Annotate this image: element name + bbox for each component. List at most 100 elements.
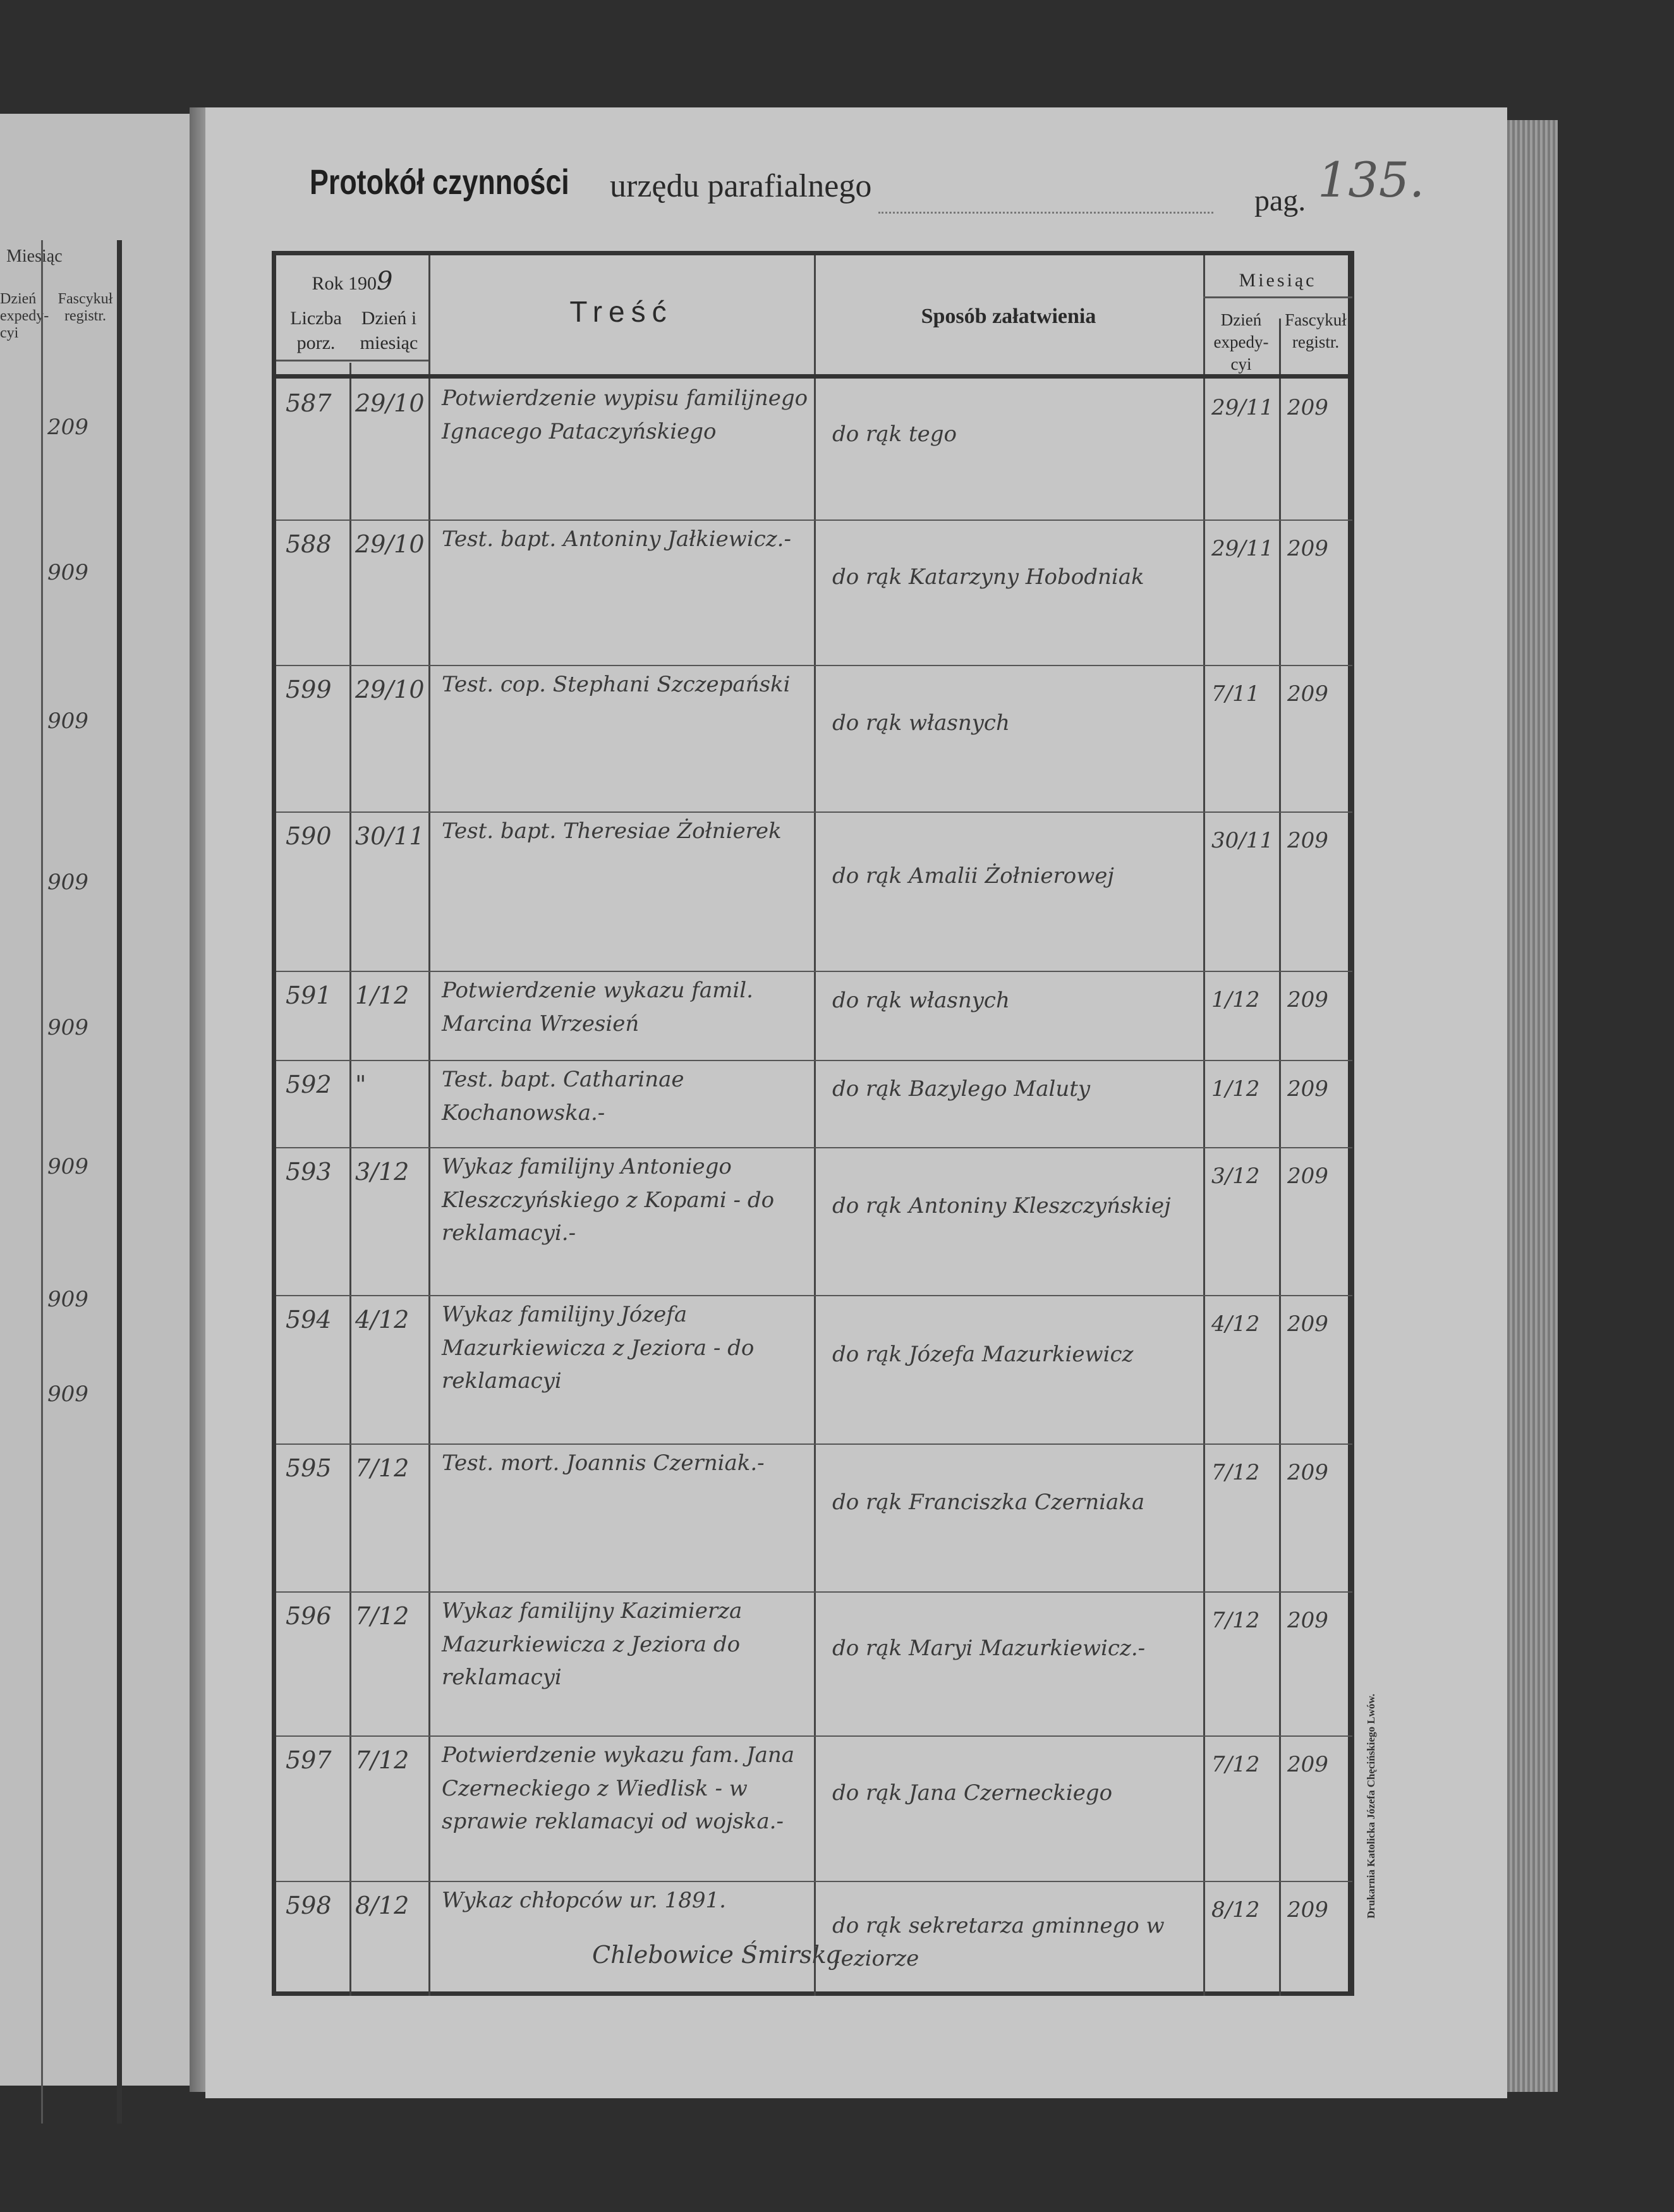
col-handling-header: Sposób załatwienia [921, 305, 1096, 328]
col-date-header: Dzień i miesiąc [360, 308, 418, 353]
entry-dispatch: 29/11 [1211, 536, 1273, 561]
footnote-handwritten: Chlebowice Śmirska [592, 1941, 841, 1969]
entry-date: 29/10 [355, 676, 425, 703]
left-fascicle-value: 909 [47, 560, 88, 585]
entry-fascicle: 209 [1287, 681, 1328, 707]
entry-number: 596 [286, 1602, 332, 1630]
printer-imprint: Drukarnia Katolicka Józefa Chęcińskiego … [1365, 1694, 1377, 1919]
entry-dispatch: 3/12 [1211, 1164, 1260, 1189]
left-month-label: Miesiąc [6, 246, 63, 266]
page-number: 135. [1318, 152, 1425, 208]
entry-date: 29/10 [355, 530, 425, 558]
entry-fascicle: 209 [1287, 1752, 1328, 1777]
entry-content: Potwierdzenie wykazu fam. Jana Czernecki… [442, 1742, 795, 1835]
entry-handling: do rąk Józefa Mazurkiewicz [832, 1341, 1134, 1367]
entry-number: 588 [286, 530, 332, 558]
left-fascicle-value: 909 [47, 1287, 88, 1312]
entry-date: 7/12 [355, 1746, 409, 1774]
entry-dispatch: 8/12 [1211, 1897, 1260, 1923]
entry-dispatch: 7/12 [1211, 1752, 1260, 1777]
entry-dispatch: 4/12 [1211, 1311, 1260, 1337]
col-month-group-header: Miesiąc [1239, 270, 1317, 291]
col-fascicle-header: Fascykuł registr. [1285, 310, 1347, 352]
entry-content: Wykaz familijny Antoniego Kleszczyńskieg… [442, 1154, 775, 1246]
entry-content: Test. mort. Joannis Czerniak.- [442, 1450, 765, 1476]
entry-date: 30/11 [355, 822, 425, 850]
entry-date: 29/10 [355, 389, 425, 417]
book-gutter [190, 107, 207, 2092]
entry-dispatch: 1/12 [1211, 1076, 1260, 1102]
entry-dispatch: 1/12 [1211, 987, 1260, 1012]
entry-date: 7/12 [355, 1454, 409, 1482]
entry-handling: do rąk Katarzyny Hobodniak [832, 564, 1144, 590]
page-title-rest: urzędu parafialnego [610, 168, 872, 204]
entry-content: Test. bapt. Theresiae Żołnierek [442, 818, 782, 844]
entry-fascicle: 209 [1287, 1897, 1328, 1923]
entry-fascicle: 209 [1287, 1076, 1328, 1102]
entry-content: Test. cop. Stephani Szczepański [442, 672, 791, 697]
entry-number: 592 [286, 1071, 332, 1098]
left-dispatch-label: Dzień expedy- cyi [0, 291, 49, 341]
entry-handling: do rąk Franciszka Czerniaka [832, 1490, 1145, 1515]
left-page-fragment: Miesiąc Dzień expedy- cyi Fascykuł regis… [0, 114, 190, 2124]
entry-number: 594 [286, 1306, 332, 1334]
entry-number: 587 [286, 389, 332, 417]
entry-number: 591 [286, 981, 332, 1009]
entry-dispatch: 7/12 [1211, 1460, 1260, 1485]
entry-handling: do rąk sekretarza gminnego w Jeziorze [832, 1912, 1165, 1972]
entry-content: Potwierdzenie wykazu famil. Marcina Wrze… [442, 978, 753, 1036]
entry-fascicle: 209 [1287, 395, 1328, 420]
entry-dispatch: 7/11 [1211, 681, 1260, 707]
entry-number: 598 [286, 1892, 332, 1919]
left-fascicle-value: 209 [47, 415, 88, 440]
entry-content: Wykaz familijny Kazimierza Mazurkiewicza… [442, 1598, 743, 1691]
page-label: pag. [1254, 184, 1306, 217]
entry-content: Test. bapt. Catharinae Kochanowska.- [442, 1067, 684, 1126]
entry-fascicle: 209 [1287, 828, 1328, 853]
entry-number: 595 [286, 1454, 332, 1482]
year-label: Rok 1909 [312, 267, 393, 296]
left-fascicle-value: 909 [47, 1015, 88, 1040]
entry-number: 599 [286, 676, 332, 703]
col-dispatch-header: Dzień expedy- cyi [1213, 310, 1269, 374]
book-edge [1507, 120, 1558, 2092]
entry-handling: do rąk Jana Czerneckiego [832, 1780, 1113, 1806]
entry-number: 593 [286, 1158, 332, 1186]
left-fascicle-value: 909 [47, 1154, 88, 1179]
entry-fascicle: 209 [1287, 1460, 1328, 1485]
entry-dispatch: 30/11 [1211, 828, 1273, 853]
left-fascicle-value: 909 [47, 870, 88, 895]
entry-number: 597 [286, 1746, 332, 1774]
left-fascicle-label: Fascykuł registr. [58, 291, 113, 324]
entry-date: 7/12 [355, 1602, 409, 1630]
register-page [205, 107, 1507, 2098]
entry-dispatch: 29/11 [1211, 395, 1273, 420]
entry-content: Potwierdzenie wypisu familijnego Ignaceg… [442, 386, 808, 444]
entry-handling: do rąk Amalii Żołnierowej [832, 863, 1114, 889]
entry-handling: do rąk Antoniny Kleszczyńskiej [832, 1193, 1171, 1218]
entry-handling: do rąk tego [832, 421, 957, 447]
entry-date: 1/12 [355, 981, 409, 1009]
entry-content: Wykaz chłopców ur. 1891. [442, 1888, 726, 1913]
entry-handling: do rąk własnych [832, 987, 1010, 1013]
left-fascicle-value: 909 [47, 1382, 88, 1407]
entry-fascicle: 209 [1287, 987, 1328, 1012]
col-content-header: Treść [569, 295, 673, 328]
entry-handling: do rąk Maryi Mazurkiewicz.- [832, 1636, 1146, 1661]
entry-date: 8/12 [355, 1892, 409, 1919]
entry-handling: do rąk własnych [832, 710, 1010, 736]
entry-content: Test. bapt. Antoniny Jałkiewicz.- [442, 526, 791, 552]
entry-number: 590 [286, 822, 332, 850]
col-number-header: Liczba porz. [290, 308, 342, 353]
page-title: Protokół czynności [310, 162, 569, 202]
entry-date: " [355, 1071, 367, 1098]
left-fascicle-value: 909 [47, 708, 88, 734]
title-dotted-line [878, 212, 1213, 214]
entry-date: 3/12 [355, 1158, 409, 1186]
entry-fascicle: 209 [1287, 1164, 1328, 1189]
entry-fascicle: 209 [1287, 536, 1328, 561]
entry-date: 4/12 [355, 1306, 409, 1334]
entry-dispatch: 7/12 [1211, 1608, 1260, 1633]
register-table: Rok 1909 Liczba porz. Dzień i miesiąc Tr… [272, 251, 1354, 1996]
entry-fascicle: 209 [1287, 1608, 1328, 1633]
